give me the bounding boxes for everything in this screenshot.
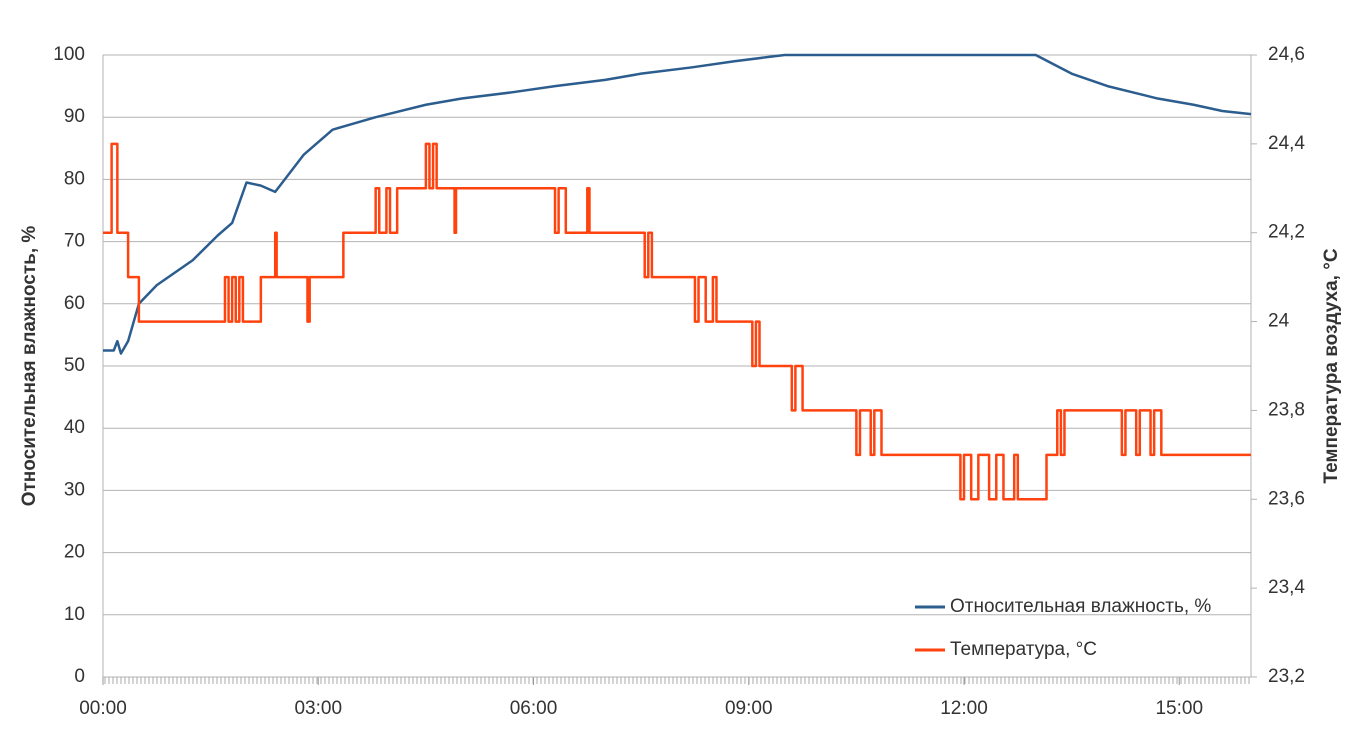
y2-tick-label: 23,8	[1268, 399, 1305, 420]
series-line	[103, 53, 1252, 355]
y-tick-label: 70	[64, 231, 85, 252]
y-tick-label: 60	[64, 293, 85, 314]
y2-tick-label: 24,2	[1268, 222, 1305, 243]
y2-tick-label: 24	[1268, 311, 1290, 332]
x-tick-label: 00:00	[79, 698, 127, 719]
x-tick-label: 15:00	[1155, 698, 1203, 719]
y-tick-label: 100	[53, 44, 85, 65]
y2-tick-label: 24,6	[1268, 44, 1305, 65]
series-line	[103, 142, 1251, 501]
y2-tick-label: 23,4	[1268, 577, 1305, 598]
y-tick-label: 30	[64, 479, 85, 500]
legend-label: Относительная влажность, %	[950, 596, 1211, 617]
y-tick-label: 10	[64, 604, 85, 625]
y-axis-title: Относительная влажность, %	[19, 226, 40, 507]
y-tick-label: 50	[64, 355, 85, 376]
x-tick-label: 03:00	[294, 698, 342, 719]
legend-label: Температура, °C	[950, 639, 1097, 660]
y2-axis-title: Температура воздуха, °C	[1321, 248, 1342, 483]
x-tick-label: 09:00	[725, 698, 773, 719]
minor-ticks	[103, 677, 1251, 684]
y2-tick-label: 23,2	[1268, 666, 1305, 687]
y-tick-label: 40	[64, 417, 85, 438]
y-tick-label: 20	[64, 542, 85, 563]
x-tick-label: 12:00	[940, 698, 988, 719]
y-tick-label: 0	[74, 666, 85, 687]
y-tick-label: 90	[64, 106, 85, 127]
y-tick-label: 80	[64, 168, 85, 189]
x-tick-label: 06:00	[510, 698, 558, 719]
y2-tick-label: 23,6	[1268, 488, 1305, 509]
y2-tick-label: 24,4	[1268, 133, 1305, 154]
